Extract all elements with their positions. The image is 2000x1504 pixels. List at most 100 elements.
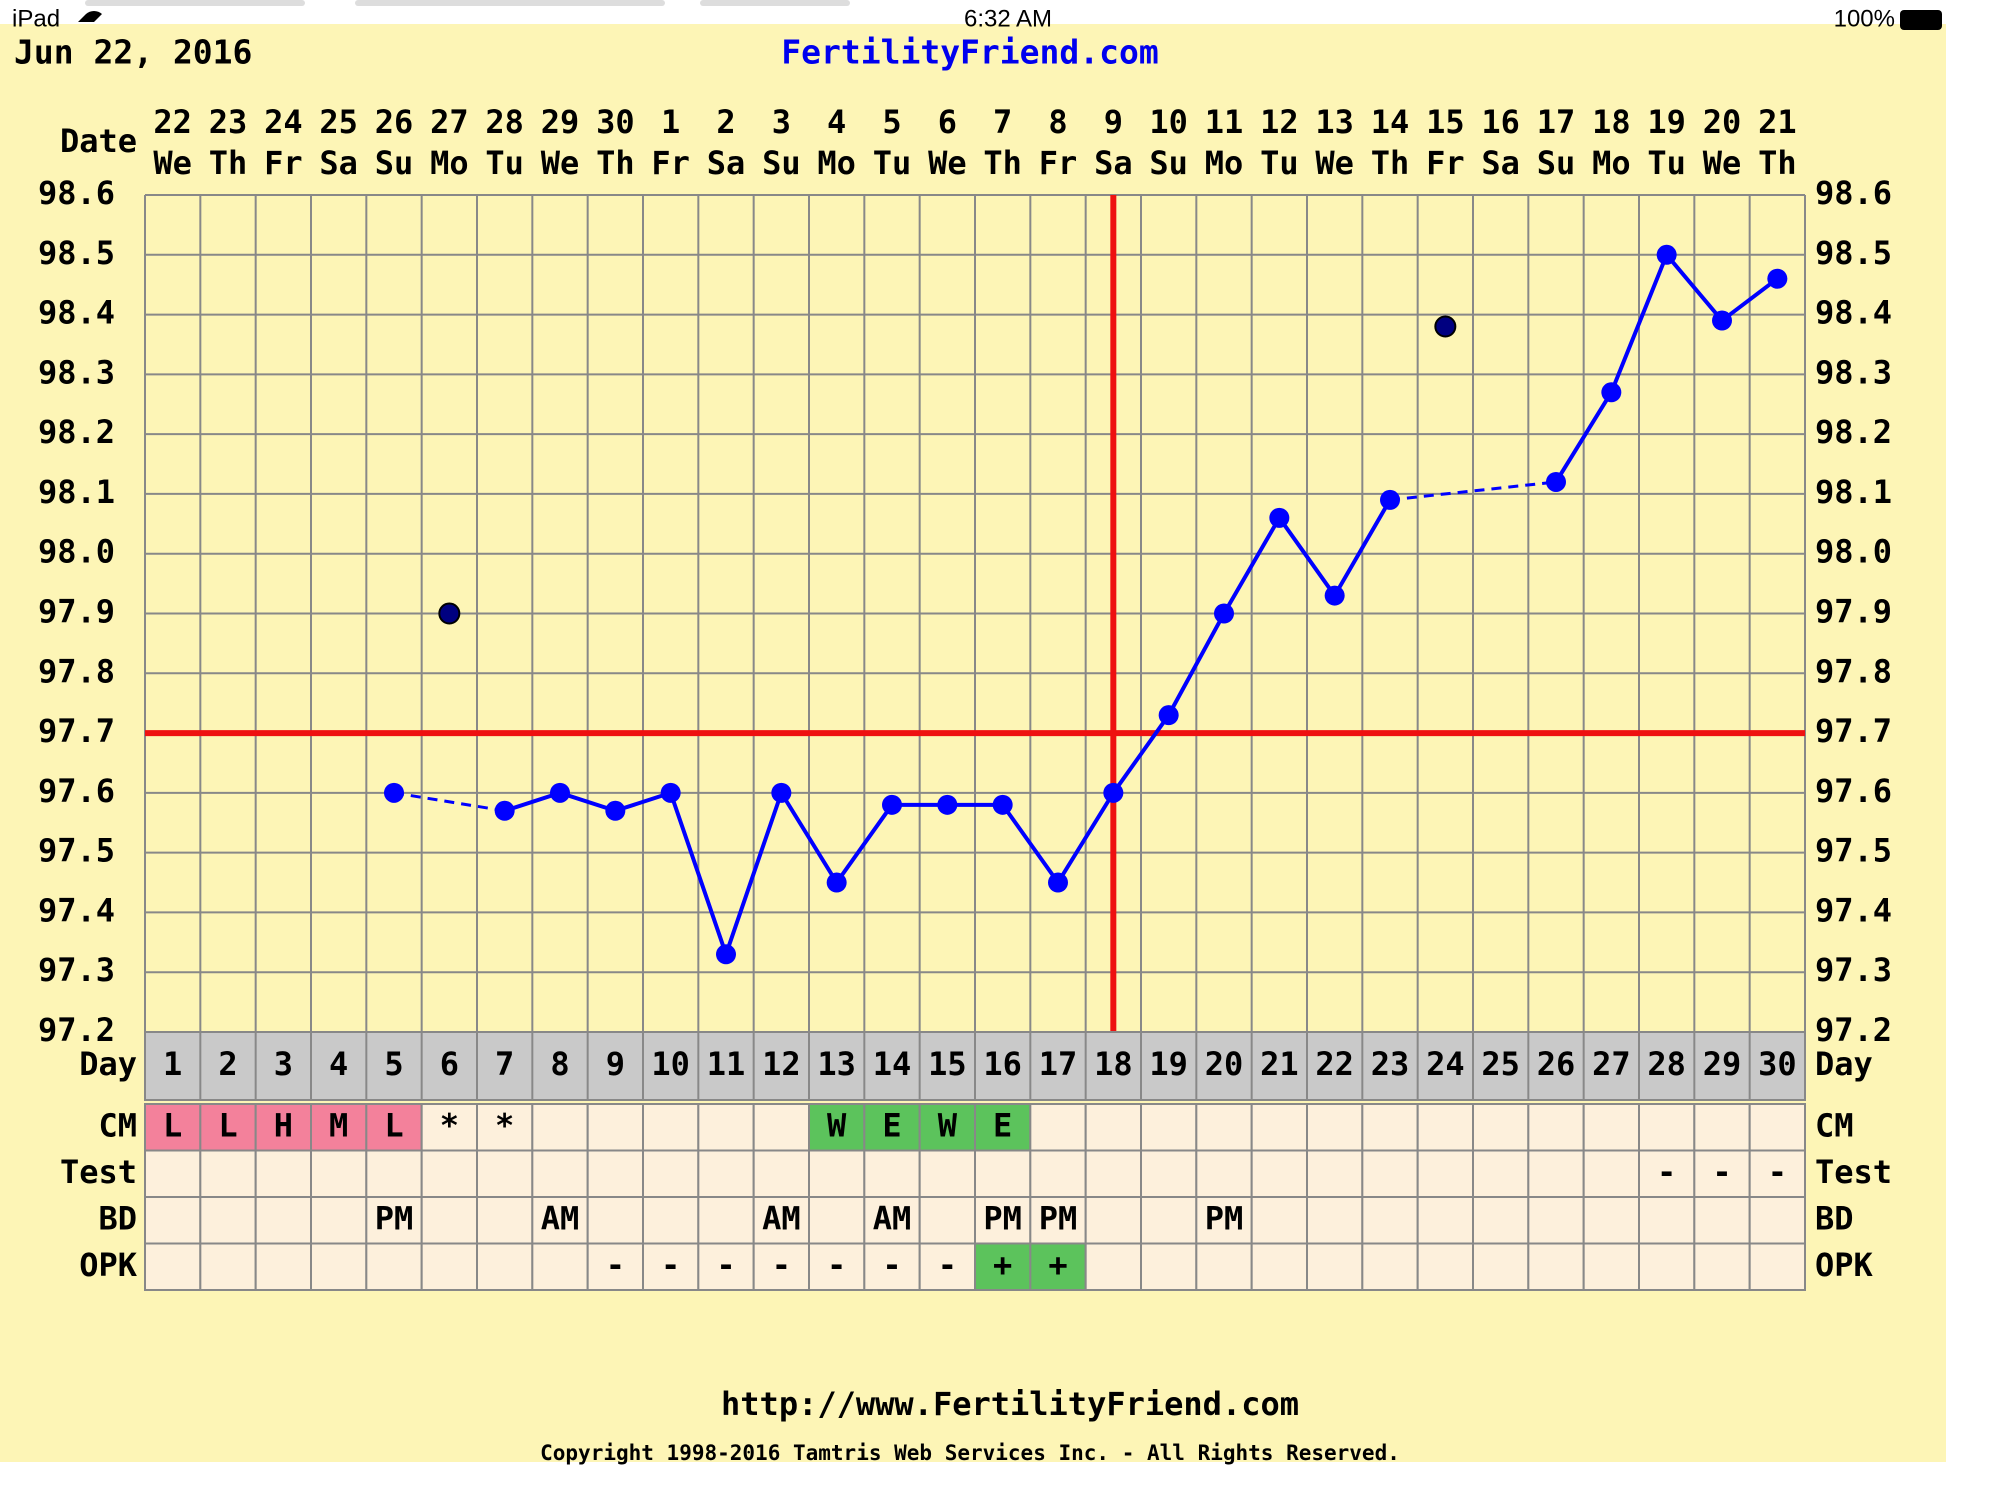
date-label: 13 bbox=[1315, 103, 1354, 141]
date-label: 11 bbox=[1205, 103, 1244, 141]
day-number: 4 bbox=[329, 1045, 348, 1083]
cell bbox=[918, 1103, 977, 1152]
cell bbox=[254, 1149, 313, 1198]
cell bbox=[420, 1242, 478, 1291]
weekday-label: We bbox=[153, 144, 192, 182]
y-tick-label-right: 97.9 bbox=[1815, 593, 1892, 631]
cell bbox=[1748, 1196, 1806, 1245]
site-title[interactable]: FertilityFriend.com bbox=[781, 33, 1159, 72]
date-label: 28 bbox=[485, 103, 524, 141]
date-label: 10 bbox=[1149, 103, 1188, 141]
tab[interactable] bbox=[355, 0, 665, 6]
y-tick-label-right: 98.2 bbox=[1815, 413, 1892, 451]
cell bbox=[476, 1149, 534, 1198]
footer-url[interactable]: http://www.FertilityFriend.com bbox=[721, 1385, 1299, 1423]
cell-value: + bbox=[993, 1246, 1012, 1284]
date-label: 5 bbox=[882, 103, 901, 141]
weekday-label: Fr bbox=[1426, 144, 1465, 182]
weekday-label: Th bbox=[209, 144, 248, 182]
cell bbox=[1416, 1196, 1474, 1245]
cell-value: - bbox=[827, 1246, 846, 1284]
y-tick-label: 97.3 bbox=[38, 951, 115, 989]
y-tick-label-right: 97.8 bbox=[1815, 652, 1892, 690]
day-number: 17 bbox=[1039, 1045, 1078, 1083]
temperature-point bbox=[937, 794, 958, 815]
cell-value: PM bbox=[1039, 1199, 1078, 1237]
date-label: 21 bbox=[1758, 103, 1797, 141]
y-tick-label: 97.6 bbox=[38, 772, 115, 810]
cell bbox=[1361, 1149, 1419, 1198]
day-number: 12 bbox=[762, 1045, 801, 1083]
y-tick-label: 97.5 bbox=[38, 832, 115, 870]
date-label: 27 bbox=[430, 103, 469, 141]
cell bbox=[1748, 1103, 1806, 1152]
cell bbox=[586, 1196, 645, 1245]
y-tick-label-right: 97.2 bbox=[1815, 1011, 1892, 1049]
cell-value: W bbox=[938, 1106, 958, 1144]
cell-value: - bbox=[1657, 1153, 1676, 1191]
tab[interactable] bbox=[700, 0, 850, 6]
row-label-right: Day bbox=[1815, 1045, 1873, 1083]
day-number: 13 bbox=[817, 1045, 856, 1083]
cell bbox=[144, 1196, 202, 1245]
date-label: 14 bbox=[1371, 103, 1410, 141]
cell bbox=[1527, 1149, 1585, 1198]
date-label: 12 bbox=[1260, 103, 1299, 141]
day-number: 5 bbox=[384, 1045, 403, 1083]
cell-value: - bbox=[1712, 1153, 1731, 1191]
date-label: 26 bbox=[375, 103, 414, 141]
discarded-point bbox=[1434, 315, 1457, 338]
cell-value: AM bbox=[873, 1199, 912, 1237]
cell bbox=[974, 1149, 1032, 1198]
cell bbox=[586, 1103, 645, 1152]
date-label: 23 bbox=[209, 103, 248, 141]
weekday-label: Su bbox=[1149, 144, 1188, 182]
cell-value: - bbox=[606, 1246, 625, 1284]
cell bbox=[808, 1196, 866, 1245]
cell bbox=[310, 1242, 368, 1291]
temperature-point bbox=[1601, 382, 1622, 403]
y-tick-label-right: 97.4 bbox=[1815, 891, 1892, 929]
cell bbox=[420, 1196, 478, 1245]
cell bbox=[1527, 1242, 1585, 1291]
day-number: 29 bbox=[1703, 1045, 1742, 1083]
weekday-label: Fr bbox=[264, 144, 303, 182]
cell-value: H bbox=[274, 1106, 293, 1144]
y-tick-label: 98.5 bbox=[38, 234, 115, 272]
cell bbox=[1416, 1103, 1474, 1152]
weekday-label: Sa bbox=[1481, 144, 1520, 182]
cell bbox=[1361, 1103, 1419, 1152]
cell bbox=[476, 1242, 534, 1291]
cell bbox=[1416, 1149, 1474, 1198]
row-label: Day bbox=[79, 1045, 137, 1083]
cell bbox=[642, 1149, 700, 1198]
battery-icon bbox=[1900, 10, 1942, 30]
temperature-point bbox=[384, 782, 404, 803]
cell bbox=[1472, 1103, 1530, 1152]
cell-value: - bbox=[716, 1246, 735, 1284]
cell bbox=[1472, 1196, 1530, 1245]
day-number: 1 bbox=[163, 1045, 182, 1083]
y-tick-label: 97.4 bbox=[38, 891, 115, 929]
date-label: 6 bbox=[938, 103, 957, 141]
cell bbox=[420, 1149, 478, 1198]
y-tick-label: 98.2 bbox=[38, 413, 115, 451]
cell bbox=[1638, 1242, 1696, 1291]
cell bbox=[586, 1149, 645, 1198]
tab[interactable] bbox=[85, 0, 305, 6]
cell-value: - bbox=[938, 1246, 957, 1284]
cell bbox=[1582, 1149, 1640, 1198]
y-tick-label: 98.3 bbox=[38, 353, 115, 391]
y-tick-label-right: 97.3 bbox=[1815, 951, 1892, 989]
date-label: 24 bbox=[264, 103, 303, 141]
weekday-label: Th bbox=[1758, 144, 1797, 182]
cell bbox=[1748, 1242, 1806, 1291]
cell bbox=[199, 1242, 257, 1291]
cell bbox=[1084, 1196, 1142, 1245]
y-tick-label-right: 97.5 bbox=[1815, 832, 1892, 870]
date-label: 25 bbox=[319, 103, 358, 141]
chart-date: Jun 22, 2016 bbox=[14, 33, 252, 72]
cell bbox=[1638, 1196, 1696, 1245]
date-label: 8 bbox=[1048, 103, 1067, 141]
cell bbox=[1029, 1242, 1087, 1291]
